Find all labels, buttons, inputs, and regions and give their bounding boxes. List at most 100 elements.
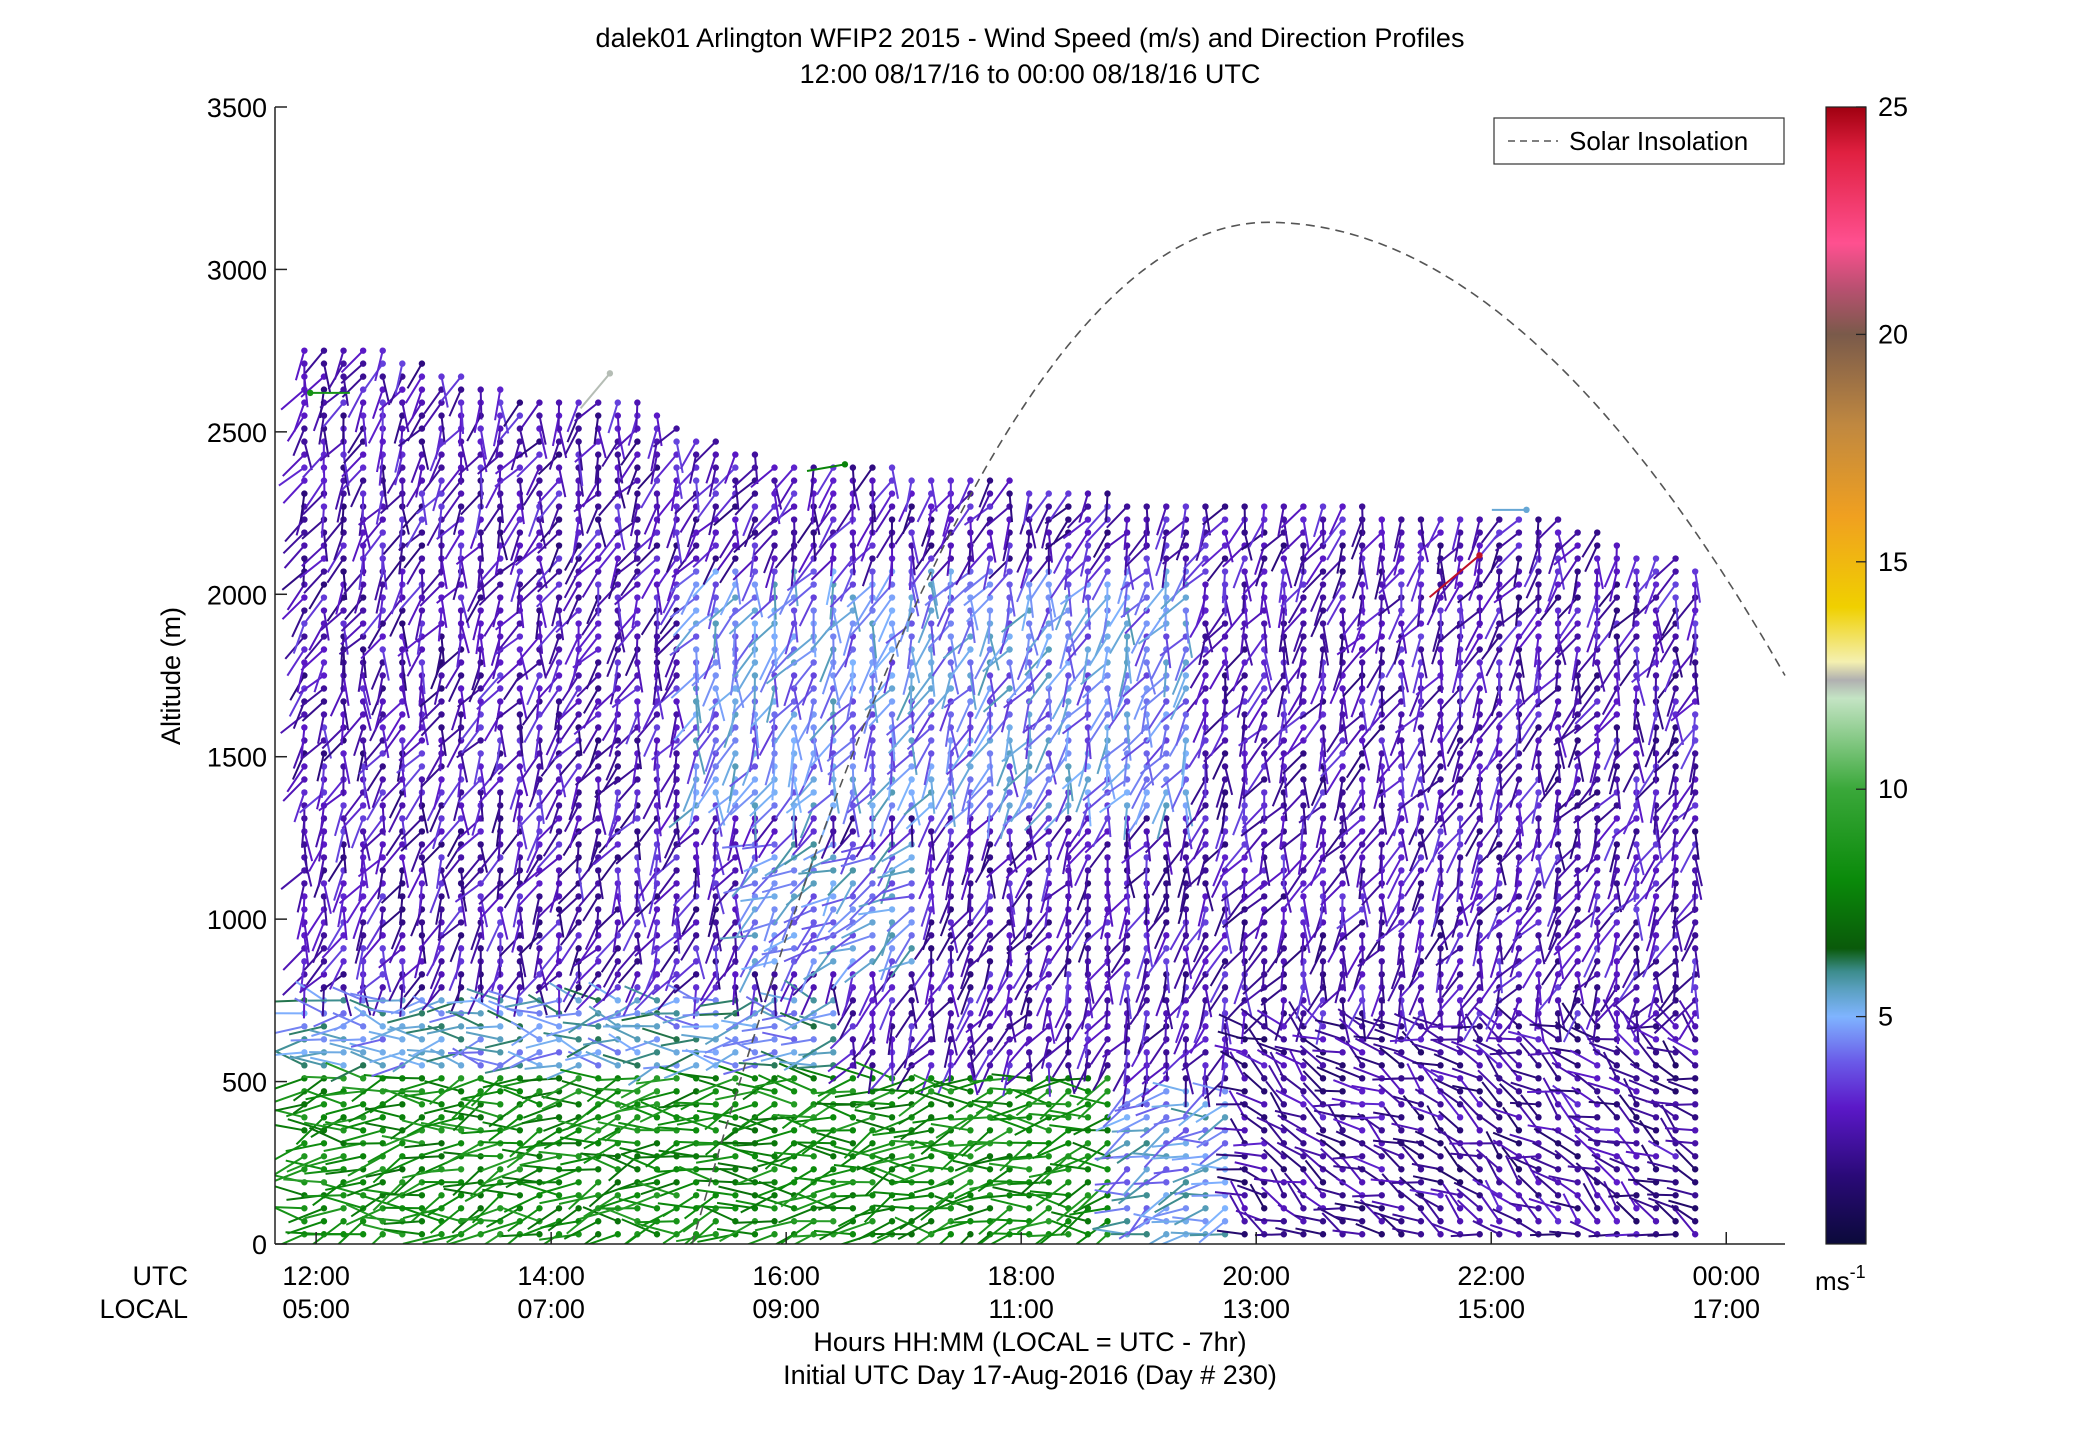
wind-barb-dot bbox=[850, 711, 856, 717]
wind-barb-dot bbox=[791, 516, 797, 522]
wind-barb-dot bbox=[771, 477, 777, 483]
wind-barb-dot bbox=[458, 685, 464, 691]
wind-barb-dot bbox=[1006, 984, 1012, 990]
wind-barb-dot bbox=[654, 1049, 660, 1055]
wind-barb-dot bbox=[830, 503, 836, 509]
wind-barb bbox=[1028, 1104, 1068, 1105]
wind-barb-dot bbox=[556, 1127, 562, 1133]
wind-barb-dot bbox=[1065, 828, 1071, 834]
wind-barb-dot bbox=[634, 529, 640, 535]
wind-barb bbox=[502, 1234, 540, 1236]
wind-barb-dot bbox=[1006, 490, 1012, 496]
wind-barb-dot bbox=[987, 529, 993, 535]
wind-barb-dot bbox=[438, 815, 444, 821]
wind-barb-dot bbox=[556, 542, 562, 548]
wind-barb-dot bbox=[810, 841, 816, 847]
wind-barb-dot bbox=[713, 724, 719, 730]
wind-barb-dot bbox=[615, 1192, 621, 1198]
wind-barb-dot bbox=[419, 1036, 425, 1042]
wind-barb-dot bbox=[360, 464, 366, 470]
wind-barb-dot bbox=[693, 971, 699, 977]
wind-barb-dot bbox=[850, 841, 856, 847]
wind-barb-dot bbox=[850, 945, 856, 951]
wind-barb-dot bbox=[458, 594, 464, 600]
wind-barb-dot bbox=[575, 945, 581, 951]
wind-barb-dot bbox=[928, 542, 934, 548]
wind-barb bbox=[422, 922, 423, 951]
wind-barb-dot bbox=[634, 1205, 640, 1211]
wind-barb bbox=[323, 987, 324, 1016]
wind-barb-dot bbox=[987, 997, 993, 1003]
wind-barb-dot bbox=[771, 542, 777, 548]
wind-barb-dot bbox=[595, 867, 601, 873]
wind-barb-dot bbox=[654, 490, 660, 496]
wind-barb-dot bbox=[948, 620, 954, 626]
wind-barb-dot bbox=[889, 594, 895, 600]
wind-barb-dot bbox=[419, 1062, 425, 1068]
wind-barb bbox=[481, 1142, 520, 1143]
wind-barb-dot bbox=[536, 594, 542, 600]
wind-barb-dot bbox=[752, 1127, 758, 1133]
wind-barb-dot bbox=[517, 763, 523, 769]
wind-barb-dot bbox=[889, 516, 895, 522]
wind-barb bbox=[526, 1130, 559, 1150]
wind-barb-dot bbox=[1026, 1166, 1032, 1172]
wind-barb-dot bbox=[987, 1062, 993, 1068]
wind-barb-dot bbox=[615, 984, 621, 990]
wind-barb-dot bbox=[928, 828, 934, 834]
wind-barb-dot bbox=[771, 1062, 777, 1068]
wind-barb bbox=[735, 935, 736, 964]
wind-barb-dot bbox=[301, 542, 307, 548]
wind-barb-dot bbox=[497, 685, 503, 691]
wind-barb-dot bbox=[477, 1205, 483, 1211]
wind-barb-dot bbox=[830, 1153, 836, 1159]
wind-barb-dot bbox=[1046, 945, 1052, 951]
wind-barb-dot bbox=[595, 1023, 601, 1029]
wind-barb-dot bbox=[380, 763, 386, 769]
wind-barb-dot bbox=[1046, 750, 1052, 756]
wind-barb-dot bbox=[419, 841, 425, 847]
wind-barb-dot bbox=[556, 854, 562, 860]
wind-barb-dot bbox=[380, 724, 386, 730]
wind-barb-dot bbox=[654, 906, 660, 912]
wind-barb-dot bbox=[556, 555, 562, 561]
wind-barb-dot bbox=[301, 776, 307, 782]
wind-barb-dot bbox=[556, 516, 562, 522]
wind-barb-dot bbox=[634, 464, 640, 470]
wind-barb-dot bbox=[399, 1114, 405, 1120]
wind-barb-dot bbox=[517, 529, 523, 535]
wind-barb-dot bbox=[615, 867, 621, 873]
wind-barb-dot bbox=[987, 1010, 993, 1016]
wind-barb-dot bbox=[615, 581, 621, 587]
wind-barb bbox=[803, 844, 833, 860]
wind-barb-dot bbox=[634, 932, 640, 938]
wind-barb-dot bbox=[458, 1088, 464, 1094]
wind-barb-dot bbox=[458, 971, 464, 977]
wind-barb-dot bbox=[928, 503, 934, 509]
wind-barb-dot bbox=[321, 568, 327, 574]
wind-barb-dot bbox=[791, 1010, 797, 1016]
wind-barb-dot bbox=[556, 399, 562, 405]
wind-barb-dot bbox=[752, 1231, 758, 1237]
wind-barb-dot bbox=[477, 724, 483, 730]
wind-barb-dot bbox=[634, 789, 640, 795]
wind-barb-dot bbox=[536, 1127, 542, 1133]
wind-barb-dot bbox=[713, 1231, 719, 1237]
wind-barb-dot bbox=[791, 1088, 797, 1094]
wind-barb-dot bbox=[321, 503, 327, 509]
wind-barb-dot bbox=[967, 1127, 973, 1133]
wind-barb-dot bbox=[830, 1036, 836, 1042]
wind-barb-dot bbox=[908, 919, 914, 925]
wind-barb-dot bbox=[517, 789, 523, 795]
wind-barb-dot bbox=[850, 529, 856, 535]
wind-barb bbox=[283, 481, 304, 504]
wind-barb-dot bbox=[536, 542, 542, 548]
wind-barb-dot bbox=[713, 438, 719, 444]
wind-barb-dot bbox=[615, 1049, 621, 1055]
wind-barb-dot bbox=[752, 763, 758, 769]
wind-barb-dot bbox=[477, 425, 483, 431]
wind-barb-dot bbox=[399, 945, 405, 951]
wind-barb-dot bbox=[752, 451, 758, 457]
wind-barb-dot bbox=[536, 932, 542, 938]
wind-barb-dot bbox=[869, 1114, 875, 1120]
